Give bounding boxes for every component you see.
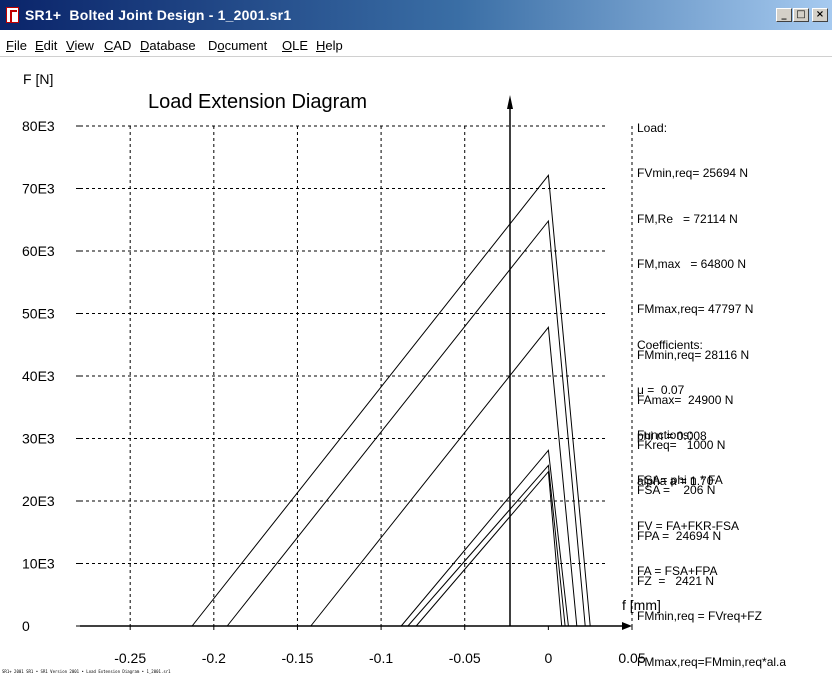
- x-tick-label: -0.1: [369, 650, 393, 666]
- load-line: FAmax= 24900 N: [637, 392, 734, 407]
- y-tick-label: 70E3: [22, 181, 55, 197]
- coefficient-line: phi n = 0.008: [637, 428, 707, 443]
- load-line: FPA = 24694 N: [637, 528, 722, 543]
- load-section: Load: FVmin,req= 25694 N FM,Re = 72114 N…: [637, 91, 753, 604]
- y-tick-label: 80E3: [22, 118, 55, 134]
- load-line: FSA = 206 N: [637, 483, 716, 498]
- x-tick-label: -0.25: [114, 650, 146, 666]
- window-title: SR1+ Bolted Joint Design - 1_2001.sr1: [25, 7, 292, 23]
- function-line: FV = FA+FKR-FSA: [637, 518, 740, 533]
- menu-edit[interactable]: Edit: [35, 38, 58, 53]
- title-bar: SR1+ Bolted Joint Design - 1_2001.sr1 _ …: [0, 0, 832, 30]
- function-line: FSA= phi n * FA: [637, 473, 723, 488]
- load-header: Load:: [637, 121, 668, 136]
- menu-document[interactable]: Document: [208, 38, 268, 53]
- load-line: FM,max = 64800 N: [637, 257, 747, 272]
- menu-file[interactable]: File: [6, 38, 27, 53]
- coefficient-line: alpha a = 1.70: [637, 474, 714, 489]
- load-extension-chart: 0 10E3 20E3 30E3 40E3 50E3 60E3 70E3 80E3 -0.25 -0…: [22, 71, 661, 666]
- axes: [80, 95, 632, 630]
- function-line: FMmax,req=FMmin,req*al.a: [637, 654, 787, 669]
- series-line-3: [310, 326, 578, 627]
- functions-header: Functions:: [637, 428, 693, 443]
- y-tick-label: 10E3: [22, 556, 55, 572]
- x-axis-label: f [mm]: [622, 597, 661, 613]
- maximize-button[interactable]: □: [793, 8, 809, 22]
- series-line-2: [226, 219, 586, 627]
- x-tick-label: 0.05: [618, 650, 645, 666]
- y-tick-label: 20E3: [22, 493, 55, 509]
- menu-cad[interactable]: CAD: [104, 38, 132, 53]
- y-axis-arrow: [507, 95, 513, 109]
- y-tick-label: 60E3: [22, 243, 55, 259]
- y-axis-label: F [N]: [23, 71, 53, 87]
- load-line: FZ = 2421 N: [637, 574, 715, 588]
- load-line: FMmin,req= 28116 N: [637, 347, 750, 362]
- y-tick-label: 40E3: [22, 368, 55, 384]
- close-button[interactable]: ×: [812, 8, 828, 22]
- menu-bar: File Edit View CAD Database Document OLE…: [0, 30, 832, 57]
- x-tick-label: 0: [544, 650, 552, 666]
- tick-labels: 0 10E3 20E3 30E3 40E3 50E3 60E3 70E3 80E3 -0.25 -0…: [22, 118, 646, 666]
- grid: [80, 125, 633, 626]
- coefficients-header: Coefficients:: [637, 338, 703, 353]
- x-tick-label: -0.15: [281, 650, 313, 666]
- menu-database[interactable]: Database: [140, 38, 196, 53]
- x-axis-arrow: [622, 622, 632, 630]
- menu-view[interactable]: View: [66, 38, 94, 53]
- footer-text: SR1+ 2001 SR1 • SR1 Version 2001 • Load …: [2, 669, 171, 674]
- minimize-button[interactable]: _: [776, 8, 792, 22]
- coefficients-section: Coefficients: μ = 0.07 phi n = 0.008 alp…: [637, 308, 713, 504]
- menu-ole[interactable]: OLE: [282, 38, 309, 53]
- x-tick-label: -0.2: [202, 650, 226, 666]
- app-icon[interactable]: [6, 7, 19, 23]
- y-tick-label: 50E3: [22, 306, 55, 322]
- x-tick-label: -0.05: [449, 650, 481, 666]
- series-group: [191, 174, 591, 627]
- functions-section: Functions: FSA= phi n * FA FV = FA+FKR-F…: [637, 398, 786, 685]
- menu-help[interactable]: Help: [316, 38, 343, 53]
- coefficient-line: μ = 0.07: [637, 383, 685, 398]
- series-line-5: [407, 464, 566, 627]
- load-line: FM,Re = 72114 N: [637, 211, 738, 226]
- load-line: FVmin,req= 25694 N: [637, 166, 749, 181]
- y-tick-label: 30E3: [22, 431, 55, 447]
- load-line: FMmax,req= 47797 N: [637, 302, 754, 317]
- function-line: FA = FSA+FPA: [637, 564, 718, 579]
- chart-title: Load Extension Diagram: [148, 91, 367, 113]
- load-line: FKreq= 1000 N: [637, 438, 726, 453]
- series-line-6: [415, 470, 563, 627]
- function-line: FMmin,req = FVreq+FZ: [637, 609, 762, 624]
- y-tick-label: 0: [22, 618, 30, 634]
